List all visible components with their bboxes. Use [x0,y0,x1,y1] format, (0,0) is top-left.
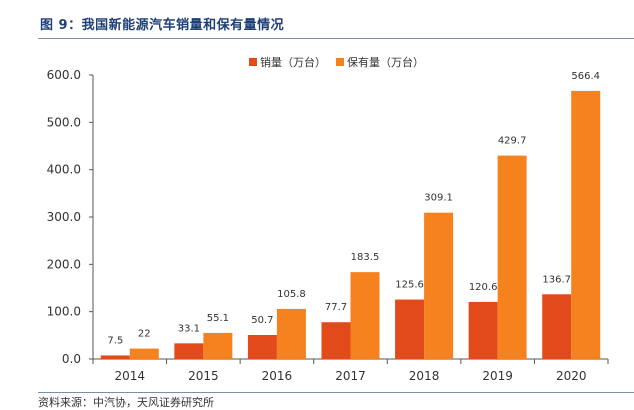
data-label: 309.1 [424,193,453,204]
bar-sales-2017 [321,322,351,359]
bar-sales-2016 [247,335,277,359]
bar-stock-2020 [571,90,601,360]
bar-sales-2014 [100,355,130,359]
x-tick-label: 2019 [482,369,513,383]
y-tick-label: 400.0 [47,163,81,177]
data-label: 429.7 [498,136,527,147]
x-tick-label: 2018 [409,369,440,383]
title-divider [38,38,634,39]
y-tick-label: 100.0 [47,305,81,319]
chart-legend: 销量（万台） 保有量（万台） [249,55,424,69]
y-tick-label: 0.0 [62,352,81,366]
x-tick-label: 2014 [115,369,146,383]
data-label: 120.6 [469,282,498,293]
bar-sales-2015 [174,343,204,359]
bar-stock-2014 [129,348,159,359]
data-label: 50.7 [251,315,273,326]
y-axis: 0.0 100.0 200.0 300.0 400.0 500.0 600.0 [47,68,94,366]
legend-swatch-stock [336,58,344,66]
bar-stock-2016 [276,308,306,359]
bar-chart: 销量（万台） 保有量（万台） 0.0 100.0 200.0 300.0 400.0 50… [47,55,609,383]
bar-stock-2018 [424,212,454,359]
data-label: 77.7 [325,302,347,313]
bars [100,90,601,360]
bar-sales-2019 [468,301,498,359]
x-tick-label: 2016 [262,369,293,383]
data-labels: 7.5 33.1 50.7 77.7 125.6 120.6 136.7 22 55.1 105.… [107,71,600,347]
bar-stock-2019 [497,155,527,359]
bar-sales-2020 [542,294,572,359]
bar-stock-2015 [203,332,233,359]
data-label: 33.1 [178,323,200,334]
bar-stock-2017 [350,272,380,359]
y-tick-label: 200.0 [47,257,81,271]
y-tick-label: 600.0 [47,68,81,82]
x-tick-label: 2020 [556,369,587,383]
x-tick-label: 2017 [335,369,366,383]
data-label: 566.4 [571,71,600,82]
source-divider [38,392,634,393]
data-label: 183.5 [351,252,380,263]
legend-label-stock: 保有量（万台） [347,55,424,69]
data-label: 22 [138,329,151,340]
x-tick-label: 2015 [188,369,219,383]
x-axis: 2014 2015 2016 2017 2018 2019 2020 [92,358,609,383]
y-tick-label: 300.0 [47,210,81,224]
chart-title: 图 9：我国新能源汽车销量和保有量情况 [40,18,285,33]
data-label: 55.1 [207,313,229,324]
data-label: 136.7 [542,274,571,285]
legend-swatch-sales [249,58,257,66]
data-label: 105.8 [277,289,306,300]
source-note: 资料来源：中汽协，天风证券研究所 [38,396,214,409]
bar-sales-2018 [395,299,425,359]
legend-label-sales: 销量（万台） [260,55,326,69]
data-label: 125.6 [395,280,424,291]
y-tick-label: 500.0 [47,115,81,129]
data-label: 7.5 [107,335,123,346]
